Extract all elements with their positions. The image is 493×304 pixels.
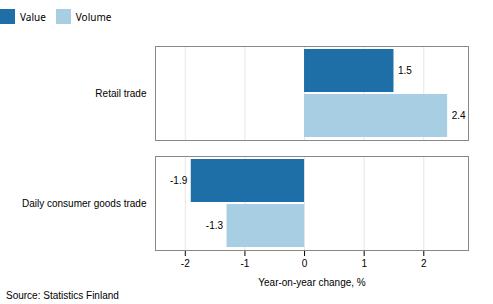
svg-text:Year-on-year change, %: Year-on-year change, % xyxy=(258,277,366,288)
svg-text:2: 2 xyxy=(421,258,427,269)
svg-text:-1.9: -1.9 xyxy=(170,175,188,186)
svg-text:0: 0 xyxy=(302,258,308,269)
html-text:Value: Value xyxy=(20,9,46,24)
html-text:Source: Statistics Finland: Source: Statistics Finland xyxy=(6,290,119,301)
svg-text:1: 1 xyxy=(361,258,367,269)
svg-text:Retail trade: Retail trade xyxy=(95,88,147,99)
svg-text:2.4: 2.4 xyxy=(452,110,466,121)
svg-text:Daily consumer goods trade: Daily consumer goods trade xyxy=(22,198,147,209)
svg-text:-1: -1 xyxy=(240,258,249,269)
svg-text:1.5: 1.5 xyxy=(398,65,412,76)
svg-text:-1.3: -1.3 xyxy=(206,220,224,231)
html-text:Volume: Volume xyxy=(75,9,112,24)
svg-text:-2: -2 xyxy=(181,258,190,269)
